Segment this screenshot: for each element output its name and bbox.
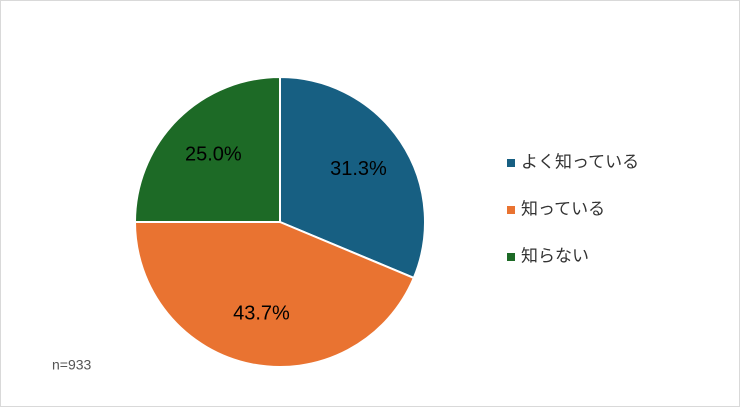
legend-swatch	[507, 253, 515, 261]
data-label: 43.7%	[233, 303, 290, 325]
legend-label: 知っている	[521, 199, 605, 218]
pie-slice	[133, 75, 281, 223]
data-label: 31.3%	[330, 158, 387, 180]
sample-size-note: n=933	[52, 357, 92, 373]
legend-label: 知らない	[521, 246, 589, 265]
legend-swatch	[507, 159, 515, 167]
legend-swatch	[507, 206, 515, 214]
data-label: 25.0%	[185, 144, 242, 166]
legend-label: よく知っている	[521, 152, 639, 171]
pie-slice	[279, 75, 426, 280]
pie-slice	[133, 221, 416, 368]
